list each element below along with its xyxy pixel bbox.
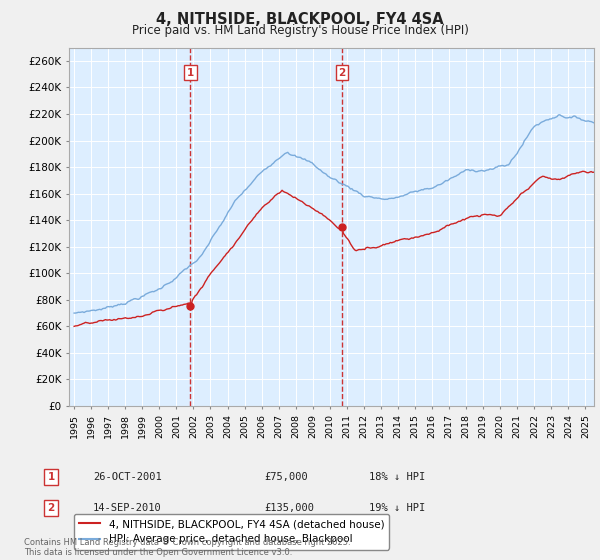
Text: 26-OCT-2001: 26-OCT-2001: [93, 472, 162, 482]
Text: 4, NITHSIDE, BLACKPOOL, FY4 4SA: 4, NITHSIDE, BLACKPOOL, FY4 4SA: [156, 12, 444, 27]
Text: 2: 2: [338, 68, 346, 78]
Text: £75,000: £75,000: [264, 472, 308, 482]
Text: 1: 1: [47, 472, 55, 482]
Text: 1: 1: [187, 68, 194, 78]
Text: 18% ↓ HPI: 18% ↓ HPI: [369, 472, 425, 482]
Legend: 4, NITHSIDE, BLACKPOOL, FY4 4SA (detached house), HPI: Average price, detached h: 4, NITHSIDE, BLACKPOOL, FY4 4SA (detache…: [74, 514, 389, 549]
Text: 19% ↓ HPI: 19% ↓ HPI: [369, 503, 425, 513]
Text: Contains HM Land Registry data © Crown copyright and database right 2025.
This d: Contains HM Land Registry data © Crown c…: [24, 538, 350, 557]
Text: 14-SEP-2010: 14-SEP-2010: [93, 503, 162, 513]
Text: 2: 2: [47, 503, 55, 513]
Text: Price paid vs. HM Land Registry's House Price Index (HPI): Price paid vs. HM Land Registry's House …: [131, 24, 469, 36]
Text: £135,000: £135,000: [264, 503, 314, 513]
